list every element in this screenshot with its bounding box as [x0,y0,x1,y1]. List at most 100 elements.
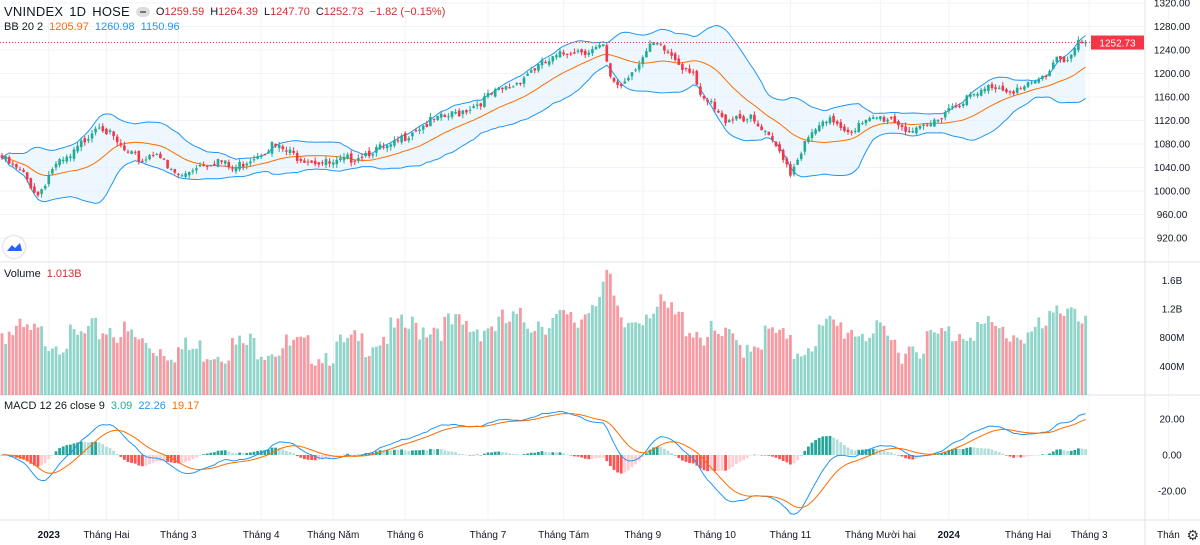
macd-hist-bar [810,442,814,455]
candle-body [1015,87,1019,93]
macd-hist-bar [519,454,522,456]
macd-hist-bar [522,454,526,455]
candle-body [101,126,105,132]
macd-hist-bar [414,450,418,455]
candle-body [1084,42,1087,44]
macd-hist-bar [817,437,821,455]
volume-bar [479,341,483,395]
candle-body [97,127,101,129]
candle-body [321,162,324,164]
volume-bar [72,329,76,395]
macd-hist-bar [411,450,414,455]
candle-body [709,101,713,103]
macd-hist-bar [166,455,169,462]
collapse-legend-icon[interactable] [135,6,150,17]
volume-bar [317,359,321,395]
price-tick-label: 920.00 [1157,234,1188,245]
macd-hist-bar [609,455,612,467]
volume-bar [40,326,43,395]
macd-hist-bar [432,449,436,455]
volume-bar [843,338,846,395]
volume-bar [7,331,11,395]
volume-bar [123,321,126,395]
candle-body [1030,82,1033,84]
candle-body [173,169,177,173]
volume-bar [209,359,213,395]
macd-hist-bar [213,452,216,455]
volume-bar [508,321,511,395]
volume-bar [292,339,295,395]
interval[interactable]: 1D [69,4,87,19]
volume-bar [821,325,825,395]
macd-hist-bar [879,449,882,455]
candle-body [69,156,72,158]
last-price-label: 1252.73 [1099,39,1136,50]
macd-hist-bar [771,455,774,457]
macd-hist-bar [684,455,688,462]
volume-bar [90,318,94,395]
candle-body [1041,75,1044,80]
candle-body [619,84,623,86]
volume-bar [875,320,879,395]
bb-legend[interactable]: BB 20 2 1205.97 1260.98 1150.96 [4,21,180,33]
candle-body [569,53,573,55]
bb-upper-line [1,25,1086,160]
volume-bar [180,349,184,395]
macd-hist-bar [832,437,835,455]
candle-body [414,130,418,132]
low-label: L [263,5,271,18]
macd-label: MACD 12 26 close 9 [4,400,105,412]
macd-hist-bar [83,442,87,455]
settings-gear-icon[interactable]: ⚙ [1186,527,1199,543]
macd-hist-bar [1019,455,1023,458]
tradingview-logo-icon[interactable] [3,236,25,258]
candle-body [925,124,929,126]
macd-hist-bar [1055,449,1059,455]
candle-body [429,117,432,127]
candle-body [699,86,702,95]
candle-body [22,169,25,172]
candle-body [58,159,61,166]
macd-hist-bar [853,450,857,455]
bb-upper: 1260.98 [94,21,135,33]
candle-body [393,140,396,146]
candle-body [724,114,727,124]
macd-hist-bar [961,449,965,455]
volume-bar [897,352,900,395]
candle-body [976,93,979,96]
macd-hist-bar [353,455,357,456]
macd-hist-bar [101,444,105,455]
macd-hist-bar [774,455,778,458]
candle-body [673,53,677,61]
volume-bar [187,349,191,395]
candle-body [742,116,745,122]
candle-body [130,151,133,154]
macd-legend[interactable]: MACD 12 26 close 9 3.09 22.26 19.17 [4,400,199,412]
volume-bar [630,322,634,395]
candle-body [335,159,339,165]
volume-bar [853,336,857,395]
volume-bar [655,306,659,395]
volume-bar [648,318,652,395]
volume-bar [785,338,789,395]
volume-bar [943,331,947,395]
volume-legend[interactable]: Volume 1.013B [4,268,82,280]
volume-bar [976,322,979,395]
volume-bar [965,340,969,395]
volume-bar [144,342,148,395]
volume-bar [526,328,529,395]
macd-hist-bar [439,449,443,455]
candle-body [717,110,720,113]
macd-hist-bar [461,454,465,455]
macd-hist-bar [594,455,598,459]
volume-bar [371,347,375,395]
volume-bar [270,354,274,395]
candle-body [929,124,933,127]
volume-bar [1077,321,1080,395]
candle-body [411,132,414,137]
macd-hist-bar [843,445,846,455]
volume-bar [108,327,112,395]
macd-hist-bar [295,455,299,457]
volume-bar [1037,317,1041,395]
